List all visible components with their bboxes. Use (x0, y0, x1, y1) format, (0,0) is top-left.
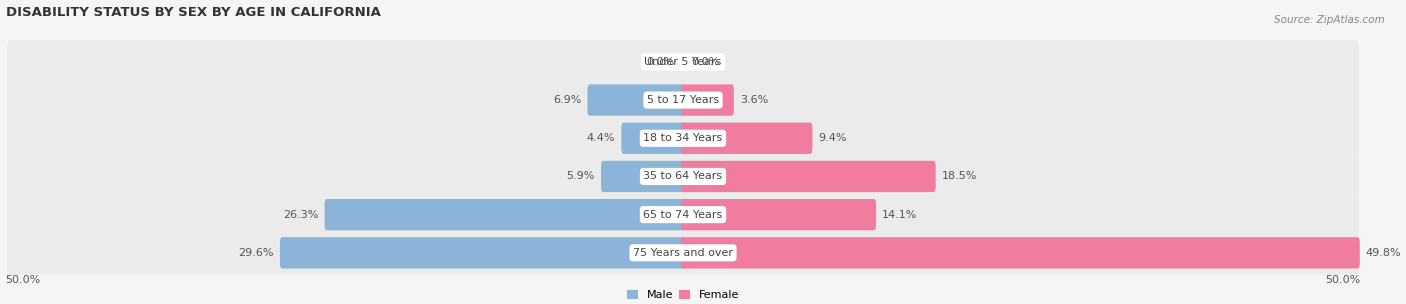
Text: 26.3%: 26.3% (283, 210, 319, 219)
FancyBboxPatch shape (621, 123, 685, 154)
FancyBboxPatch shape (7, 155, 1358, 198)
FancyBboxPatch shape (7, 40, 1358, 84)
FancyBboxPatch shape (280, 237, 685, 268)
FancyBboxPatch shape (325, 199, 685, 230)
FancyBboxPatch shape (7, 231, 1358, 275)
FancyBboxPatch shape (681, 161, 936, 192)
FancyBboxPatch shape (681, 199, 876, 230)
Legend: Male, Female: Male, Female (627, 290, 740, 300)
Text: 3.6%: 3.6% (740, 95, 768, 105)
Text: DISABILITY STATUS BY SEX BY AGE IN CALIFORNIA: DISABILITY STATUS BY SEX BY AGE IN CALIF… (6, 5, 381, 19)
FancyBboxPatch shape (588, 85, 685, 116)
Text: 65 to 74 Years: 65 to 74 Years (644, 210, 723, 219)
FancyBboxPatch shape (681, 123, 813, 154)
Text: 6.9%: 6.9% (553, 95, 582, 105)
Text: 0.0%: 0.0% (647, 57, 675, 67)
Text: 5.9%: 5.9% (567, 171, 595, 181)
FancyBboxPatch shape (681, 237, 1360, 268)
Text: 49.8%: 49.8% (1365, 248, 1402, 258)
Text: 75 Years and over: 75 Years and over (633, 248, 733, 258)
FancyBboxPatch shape (681, 85, 734, 116)
Text: 14.1%: 14.1% (882, 210, 918, 219)
Text: 9.4%: 9.4% (818, 133, 846, 143)
Text: 35 to 64 Years: 35 to 64 Years (644, 171, 723, 181)
Text: 29.6%: 29.6% (239, 248, 274, 258)
FancyBboxPatch shape (7, 116, 1358, 160)
Text: 18 to 34 Years: 18 to 34 Years (644, 133, 723, 143)
FancyBboxPatch shape (600, 161, 685, 192)
FancyBboxPatch shape (7, 78, 1358, 122)
Text: 18.5%: 18.5% (942, 171, 977, 181)
Text: Source: ZipAtlas.com: Source: ZipAtlas.com (1274, 15, 1385, 25)
Text: 50.0%: 50.0% (6, 275, 41, 285)
FancyBboxPatch shape (7, 193, 1358, 237)
Text: 5 to 17 Years: 5 to 17 Years (647, 95, 718, 105)
Text: Under 5 Years: Under 5 Years (644, 57, 721, 67)
Text: 50.0%: 50.0% (1326, 275, 1361, 285)
Text: 4.4%: 4.4% (586, 133, 616, 143)
Text: 0.0%: 0.0% (692, 57, 720, 67)
